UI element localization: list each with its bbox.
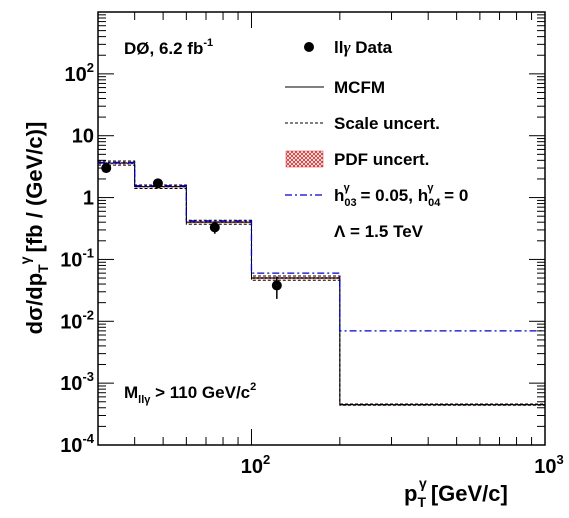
- y-axis-label: dσ/dpTγ[fb / (GeV/c)]: [17, 122, 51, 335]
- mass-cut-label: Mllγ > 110 GeV/c2: [124, 381, 256, 406]
- plot-points-layer: [101, 163, 282, 299]
- legend-scale-label: Scale uncert.: [334, 114, 440, 133]
- data-point-1: [152, 178, 163, 189]
- legend-pdf-swatch: [285, 150, 324, 168]
- experiment-label: DØ, 6.2 fb-1: [124, 37, 213, 58]
- y-tick-label-100: 102: [65, 60, 94, 86]
- plot-lines-layer: [98, 160, 545, 406]
- lambda-label: Λ = 1.5 TeV: [334, 222, 424, 241]
- y-tick-label-1: 1: [83, 188, 94, 210]
- legend-entry-pdf: PDF uncert.: [285, 150, 429, 169]
- legend-entry-aqgc: h03γ = 0.05, h04γ = 0: [285, 182, 468, 209]
- x-axis-label: pTγ [GeV/c]: [404, 475, 508, 510]
- mcfm-line: [98, 162, 545, 406]
- data-point-2: [209, 222, 220, 233]
- scale-uncert-high-line: [98, 160, 545, 405]
- axis-tick-labels: 10-4 10-3 10-2 10-1 1 10 102 102 103: [60, 60, 564, 478]
- plot-band-layer: [98, 162, 545, 406]
- legend-entry-data: llγ Data: [304, 38, 393, 57]
- x-tick-label-100: 102: [241, 452, 270, 478]
- plot-frame: [97, 11, 546, 446]
- y-tick-label-0.1: 10-1: [60, 245, 94, 271]
- y-tick-label-0.001: 10-3: [60, 369, 94, 395]
- axis-ticks: [97, 12, 546, 446]
- legend: llγ Data MCFM Scale uncert. PDF uncert. …: [285, 38, 468, 241]
- x-tick-label-1000: 103: [534, 452, 563, 478]
- legend-data-label: llγ Data: [334, 38, 393, 57]
- y-tick-label-0.01: 10-2: [60, 307, 94, 333]
- data-point-0: [101, 163, 112, 174]
- legend-pdf-label: PDF uncert.: [334, 150, 429, 169]
- legend-entry-scale: Scale uncert.: [285, 114, 440, 133]
- legend-mcfm-label: MCFM: [334, 78, 385, 97]
- y-tick-label-0.0001: 10-4: [60, 431, 95, 457]
- legend-entry-mcfm: MCFM: [285, 78, 385, 97]
- data-point-3: [271, 280, 282, 291]
- y-tick-label-10: 10: [72, 126, 94, 148]
- scale-uncert-low-line: [98, 164, 545, 406]
- legend-data-marker: [304, 42, 314, 52]
- anomalous-coupling-line: [98, 161, 545, 332]
- legend-aqgc-label: h03γ = 0.05, h04γ = 0: [334, 182, 468, 209]
